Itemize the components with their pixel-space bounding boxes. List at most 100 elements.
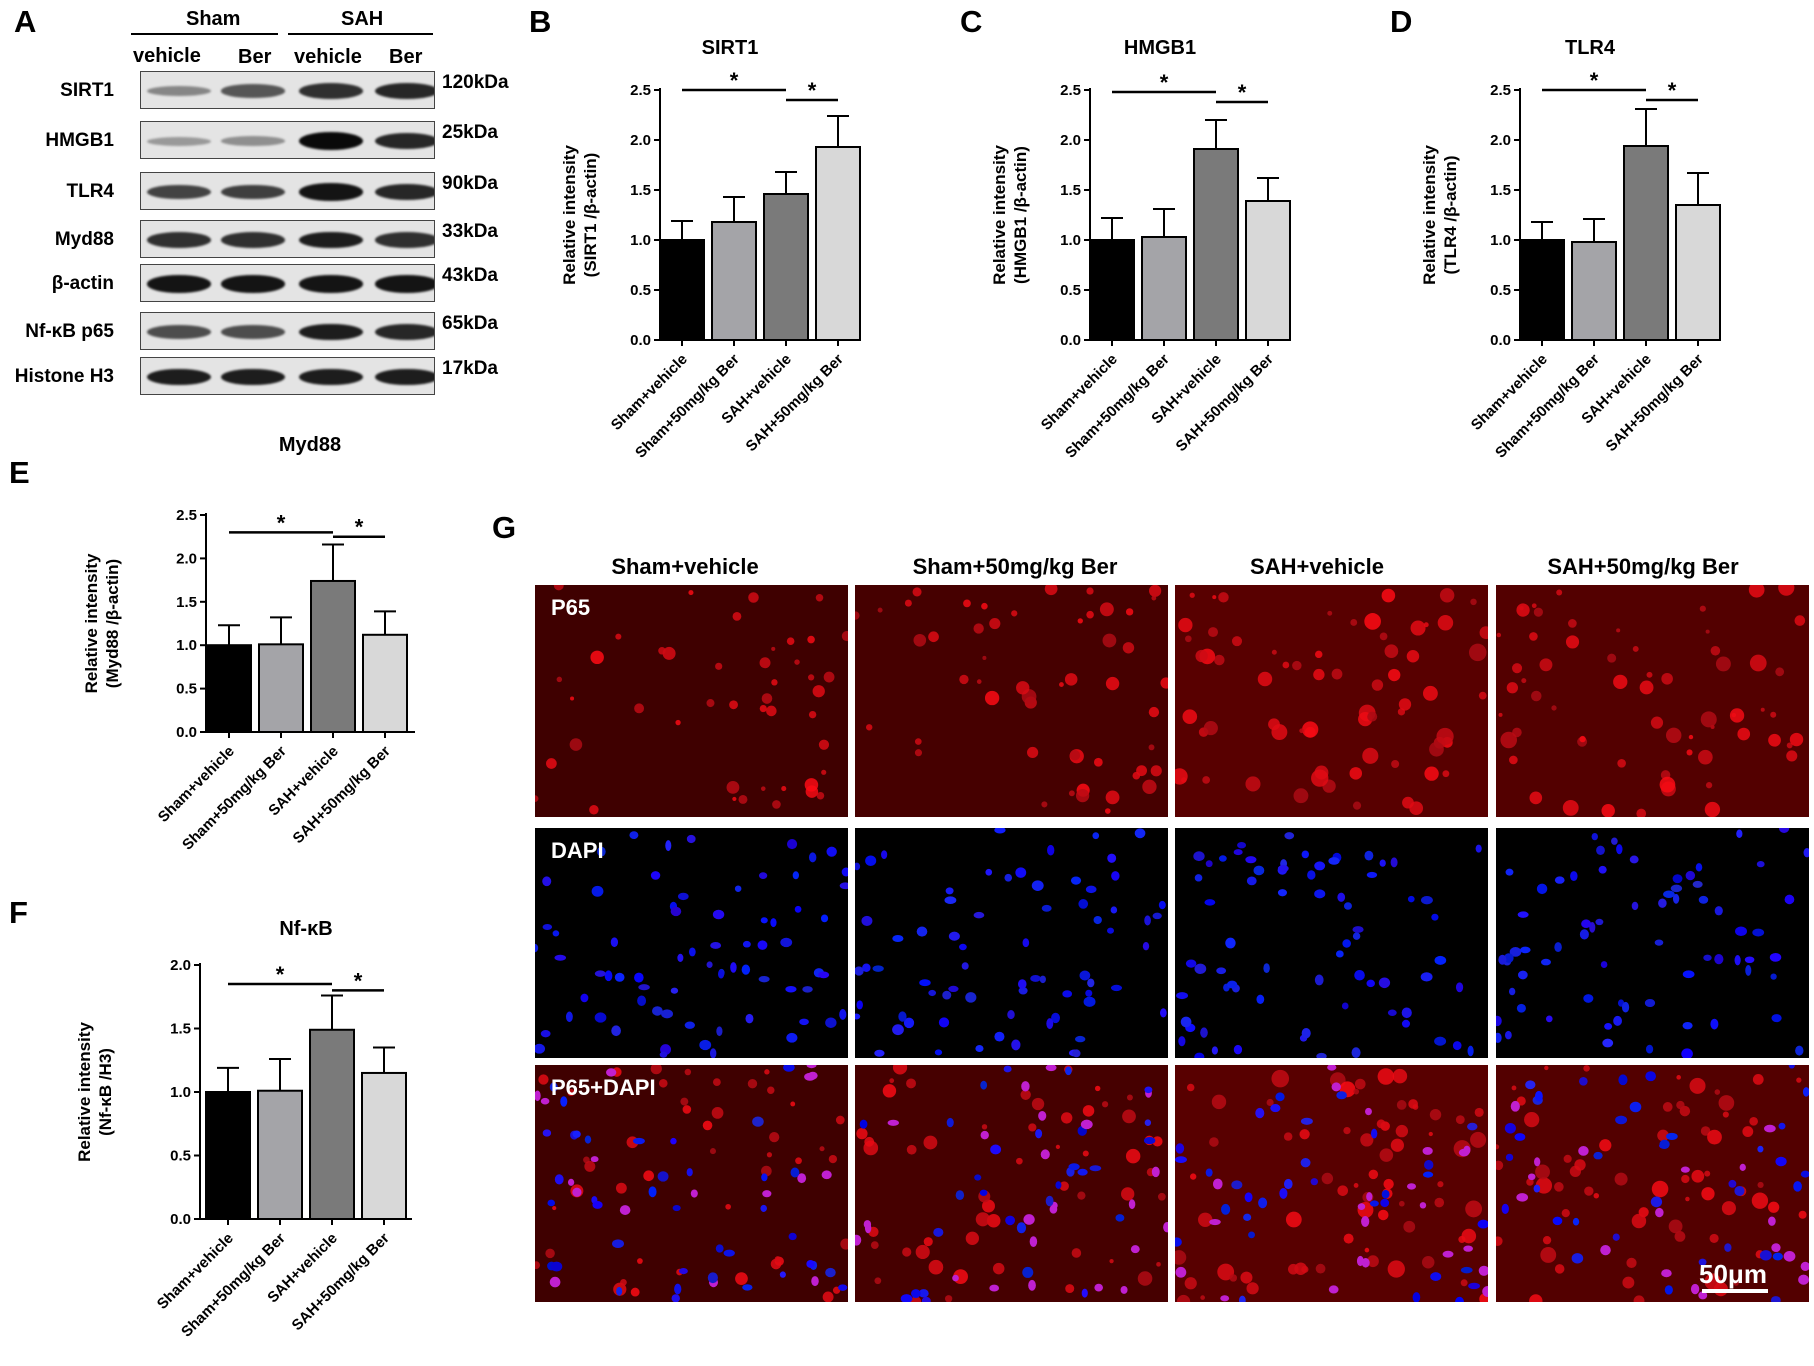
panel-label-d: D — [1390, 4, 1413, 39]
dapi-nucleus — [838, 1284, 848, 1291]
dapi-nucleus — [1011, 1039, 1021, 1051]
dapi-nucleus — [1381, 1189, 1390, 1199]
p65-cell — [1565, 635, 1580, 649]
p65-cell — [1157, 1192, 1166, 1201]
y-axis-label-line-2: (Nf-κB /H3) — [96, 1048, 115, 1136]
p65-cell — [1182, 709, 1198, 724]
p65-cell — [1398, 1200, 1405, 1207]
p65-cell — [1209, 1137, 1219, 1147]
p65-cell — [1200, 1295, 1205, 1300]
p65-cell — [1584, 1186, 1594, 1196]
p65-cell — [1551, 705, 1557, 711]
dapi-nucleus — [1045, 1195, 1054, 1207]
dapi-nucleus — [1463, 1145, 1471, 1155]
significance-star: * — [730, 68, 739, 93]
p65-cell — [682, 1105, 692, 1114]
p65-cell — [1506, 682, 1519, 694]
blot-row-label: SIRT1 — [60, 80, 114, 101]
dapi-nucleus — [565, 1011, 573, 1023]
p65-cell — [915, 1244, 930, 1260]
p65-cell — [1391, 760, 1400, 769]
micrograph-image: DAPI — [535, 828, 848, 1058]
dapi-nucleus — [547, 1199, 556, 1207]
dapi-nucleus — [1194, 963, 1207, 974]
blot-band — [375, 368, 434, 386]
micrograph-cells — [1496, 828, 1809, 1058]
dapi-nucleus — [944, 896, 957, 905]
bar — [361, 1071, 407, 1220]
p65-cell — [1198, 1212, 1213, 1227]
p65-cell — [1478, 691, 1487, 700]
dapi-nucleus — [634, 972, 644, 983]
p65-cell — [1105, 676, 1120, 691]
group-header-sham: Sham — [186, 8, 241, 30]
blot-row-label: TLR4 — [66, 181, 115, 202]
y-tick-label: 0.5 — [176, 681, 197, 698]
p65-cell — [1315, 1263, 1326, 1274]
dapi-nucleus — [1176, 992, 1189, 1000]
dapi-nucleus — [892, 1024, 904, 1036]
dapi-nucleus — [855, 966, 864, 976]
y-tick-label: 1.0 — [1490, 232, 1511, 249]
dapi-nucleus — [825, 1017, 837, 1028]
p65-cell — [808, 674, 815, 681]
dapi-nucleus — [1744, 956, 1755, 964]
p65-cell — [759, 705, 767, 713]
dapi-nucleus — [1233, 849, 1243, 856]
dapi-nucleus — [1510, 1100, 1520, 1112]
p65-cell — [1737, 727, 1751, 741]
dapi-nucleus — [1029, 1236, 1038, 1248]
p65-cell — [914, 738, 922, 745]
p65-cell — [590, 650, 604, 665]
bar-chart-tlr4: TLR4 Relative intensity (TLR4 /β-actin) 0.0… — [1420, 37, 1721, 462]
dapi-nucleus — [1237, 841, 1247, 849]
micrograph-cells — [855, 1065, 1168, 1302]
p65-cell — [981, 1124, 988, 1130]
dapi-nucleus — [1343, 902, 1352, 910]
dapi-nucleus — [1734, 955, 1741, 966]
blot-band — [221, 84, 285, 98]
dapi-nucleus — [1795, 1045, 1804, 1056]
dapi-nucleus — [1079, 970, 1091, 981]
dapi-nucleus — [1798, 1274, 1809, 1285]
dapi-nucleus — [1021, 1081, 1030, 1092]
p65-cell — [1362, 747, 1379, 764]
dapi-nucleus — [1185, 959, 1197, 968]
p65-cell — [1257, 671, 1273, 687]
p65-cell — [1122, 642, 1135, 654]
p65-cell — [1184, 1277, 1197, 1290]
p65-cell — [1402, 796, 1414, 809]
p65-cell — [1121, 1187, 1135, 1201]
dapi-nucleus — [1520, 946, 1531, 954]
y-tick-label: 0.0 — [170, 1211, 191, 1228]
p65-cell — [1398, 698, 1412, 711]
chart-title: Nf-κB — [279, 918, 332, 940]
p65-cell — [963, 599, 971, 608]
dapi-nucleus — [1205, 860, 1213, 868]
dapi-nucleus — [1328, 1285, 1339, 1294]
blot-strip — [140, 172, 435, 210]
p65-cell — [1599, 1139, 1612, 1152]
p65-cell — [1011, 610, 1018, 617]
p65-cell — [1470, 598, 1477, 606]
p65-cell — [774, 1256, 781, 1263]
p65-cell — [1749, 654, 1767, 672]
p65-cell — [1292, 660, 1302, 671]
dapi-nucleus — [1455, 982, 1464, 993]
p65-cell — [675, 719, 681, 726]
dapi-nucleus — [614, 972, 625, 982]
dapi-nucleus — [770, 918, 777, 928]
p65-cell — [1352, 801, 1362, 810]
p65-cell — [1102, 633, 1117, 648]
dapi-nucleus — [799, 1018, 809, 1026]
p65-cell — [816, 791, 825, 800]
p65-cell — [1665, 727, 1682, 744]
dapi-nucleus — [952, 1274, 959, 1282]
bar-chart-nfkb: Nf-κB Relative intensity (Nf-κB /H3) 0.0 0.5… — [75, 918, 412, 1341]
p65-cell — [570, 696, 575, 701]
dapi-nucleus — [1442, 1250, 1454, 1258]
dapi-nucleus — [1783, 1251, 1796, 1262]
dapi-nucleus — [1022, 1266, 1034, 1278]
dapi-nucleus — [1055, 1181, 1062, 1189]
dapi-nucleus — [1644, 998, 1656, 1008]
